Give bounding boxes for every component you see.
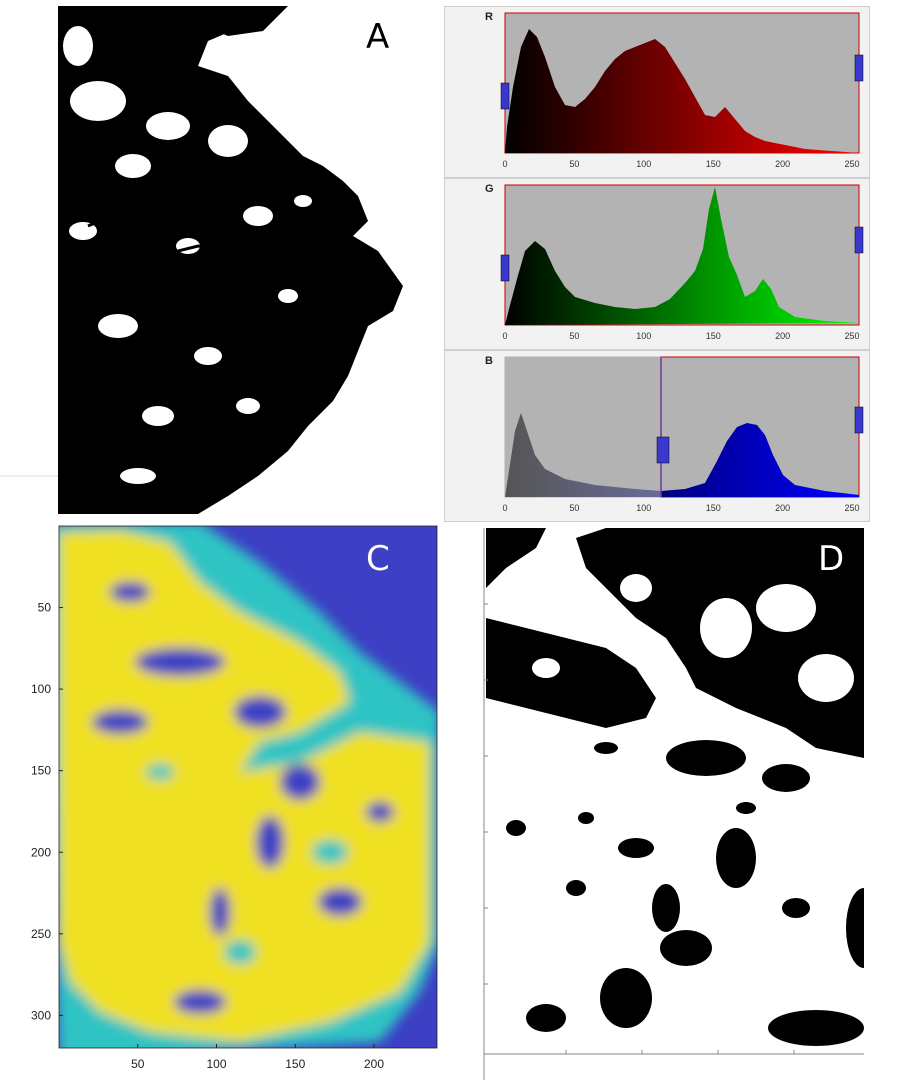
- histogram-x-tick-3: 150: [706, 503, 721, 513]
- high-slider-handle: [854, 54, 864, 82]
- channel-label-red: R: [485, 11, 493, 23]
- heatmap-y-axis: 50 100 150 200 250 300: [31, 601, 63, 1022]
- canopy-silhouette: [58, 6, 438, 514]
- panel-c-heatmap: 50 100 150 200 250 300 50 100 150 200: [0, 522, 444, 1080]
- high-slider-handle: [854, 226, 864, 254]
- panel-a-label: A: [366, 17, 390, 57]
- histogram-x-tick-1: 50: [569, 331, 579, 341]
- heatmap-x-tick-1: 100: [206, 1057, 226, 1071]
- histogram-x-tick-5: 250: [845, 159, 860, 169]
- histogram-x-tick-3: 150: [706, 159, 721, 169]
- heatmap-y-tick-4: 250: [31, 927, 51, 941]
- low-slider-handle: [500, 254, 510, 282]
- histogram-x-tick-4: 200: [775, 331, 790, 341]
- histogram-x-tick-5: 250: [845, 331, 860, 341]
- panel-d-binary-mask: [486, 528, 864, 1054]
- histogram-x-tick-1: 50: [569, 503, 579, 513]
- histogram-x-tick-3: 150: [706, 331, 721, 341]
- channel-label-blue: B: [485, 355, 493, 367]
- histogram-x-tick-1: 50: [569, 159, 579, 169]
- histogram-x-tick-2: 100: [636, 503, 651, 513]
- panel-d-label: D: [818, 539, 845, 579]
- high-slider-handle: [854, 406, 864, 434]
- histogram-x-tick-0: 0: [502, 503, 507, 513]
- heatmap-y-tick-1: 100: [31, 682, 51, 696]
- heatmap-x-tick-0: 50: [131, 1057, 145, 1071]
- panel-c-label: C: [366, 539, 390, 579]
- low-slider-handle: [500, 82, 510, 110]
- channel-label-green: G: [485, 183, 494, 195]
- histogram-x-tick-2: 100: [636, 159, 651, 169]
- panel-a-canopy-image: [58, 6, 438, 514]
- histogram-red: R 0 50 100 150 200 250: [444, 6, 870, 178]
- histogram-x-tick-0: 0: [502, 159, 507, 169]
- histogram-x-tick-2: 100: [636, 331, 651, 341]
- low-slider-handle: [656, 436, 670, 464]
- x-tick-labels-green: 0 50 100 150 200 250: [502, 331, 859, 341]
- histogram-green: G 0 50 100 150 200 250: [444, 178, 870, 350]
- histogram-x-tick-5: 250: [845, 503, 860, 513]
- x-tick-labels-red: 0 50 100 150 200 250: [502, 159, 859, 169]
- heatmap-x-tick-2: 150: [285, 1057, 305, 1071]
- heatmap-x-tick-3: 200: [364, 1057, 384, 1071]
- x-tick-labels-blue: 0 50 100 150 200 250: [502, 503, 859, 513]
- heatmap-y-tick-0: 50: [38, 601, 52, 615]
- histogram-x-tick-4: 200: [775, 503, 790, 513]
- histogram-x-tick-0: 0: [502, 331, 507, 341]
- histogram-blue: B 0 50 100 150 200 250: [444, 350, 870, 522]
- histogram-x-tick-4: 200: [775, 159, 790, 169]
- heatmap-y-tick-2: 150: [31, 764, 51, 778]
- heatmap-y-tick-3: 200: [31, 845, 51, 859]
- heatmap-y-tick-5: 300: [31, 1008, 51, 1022]
- heatmap-x-axis: 50 100 150 200: [131, 1044, 384, 1071]
